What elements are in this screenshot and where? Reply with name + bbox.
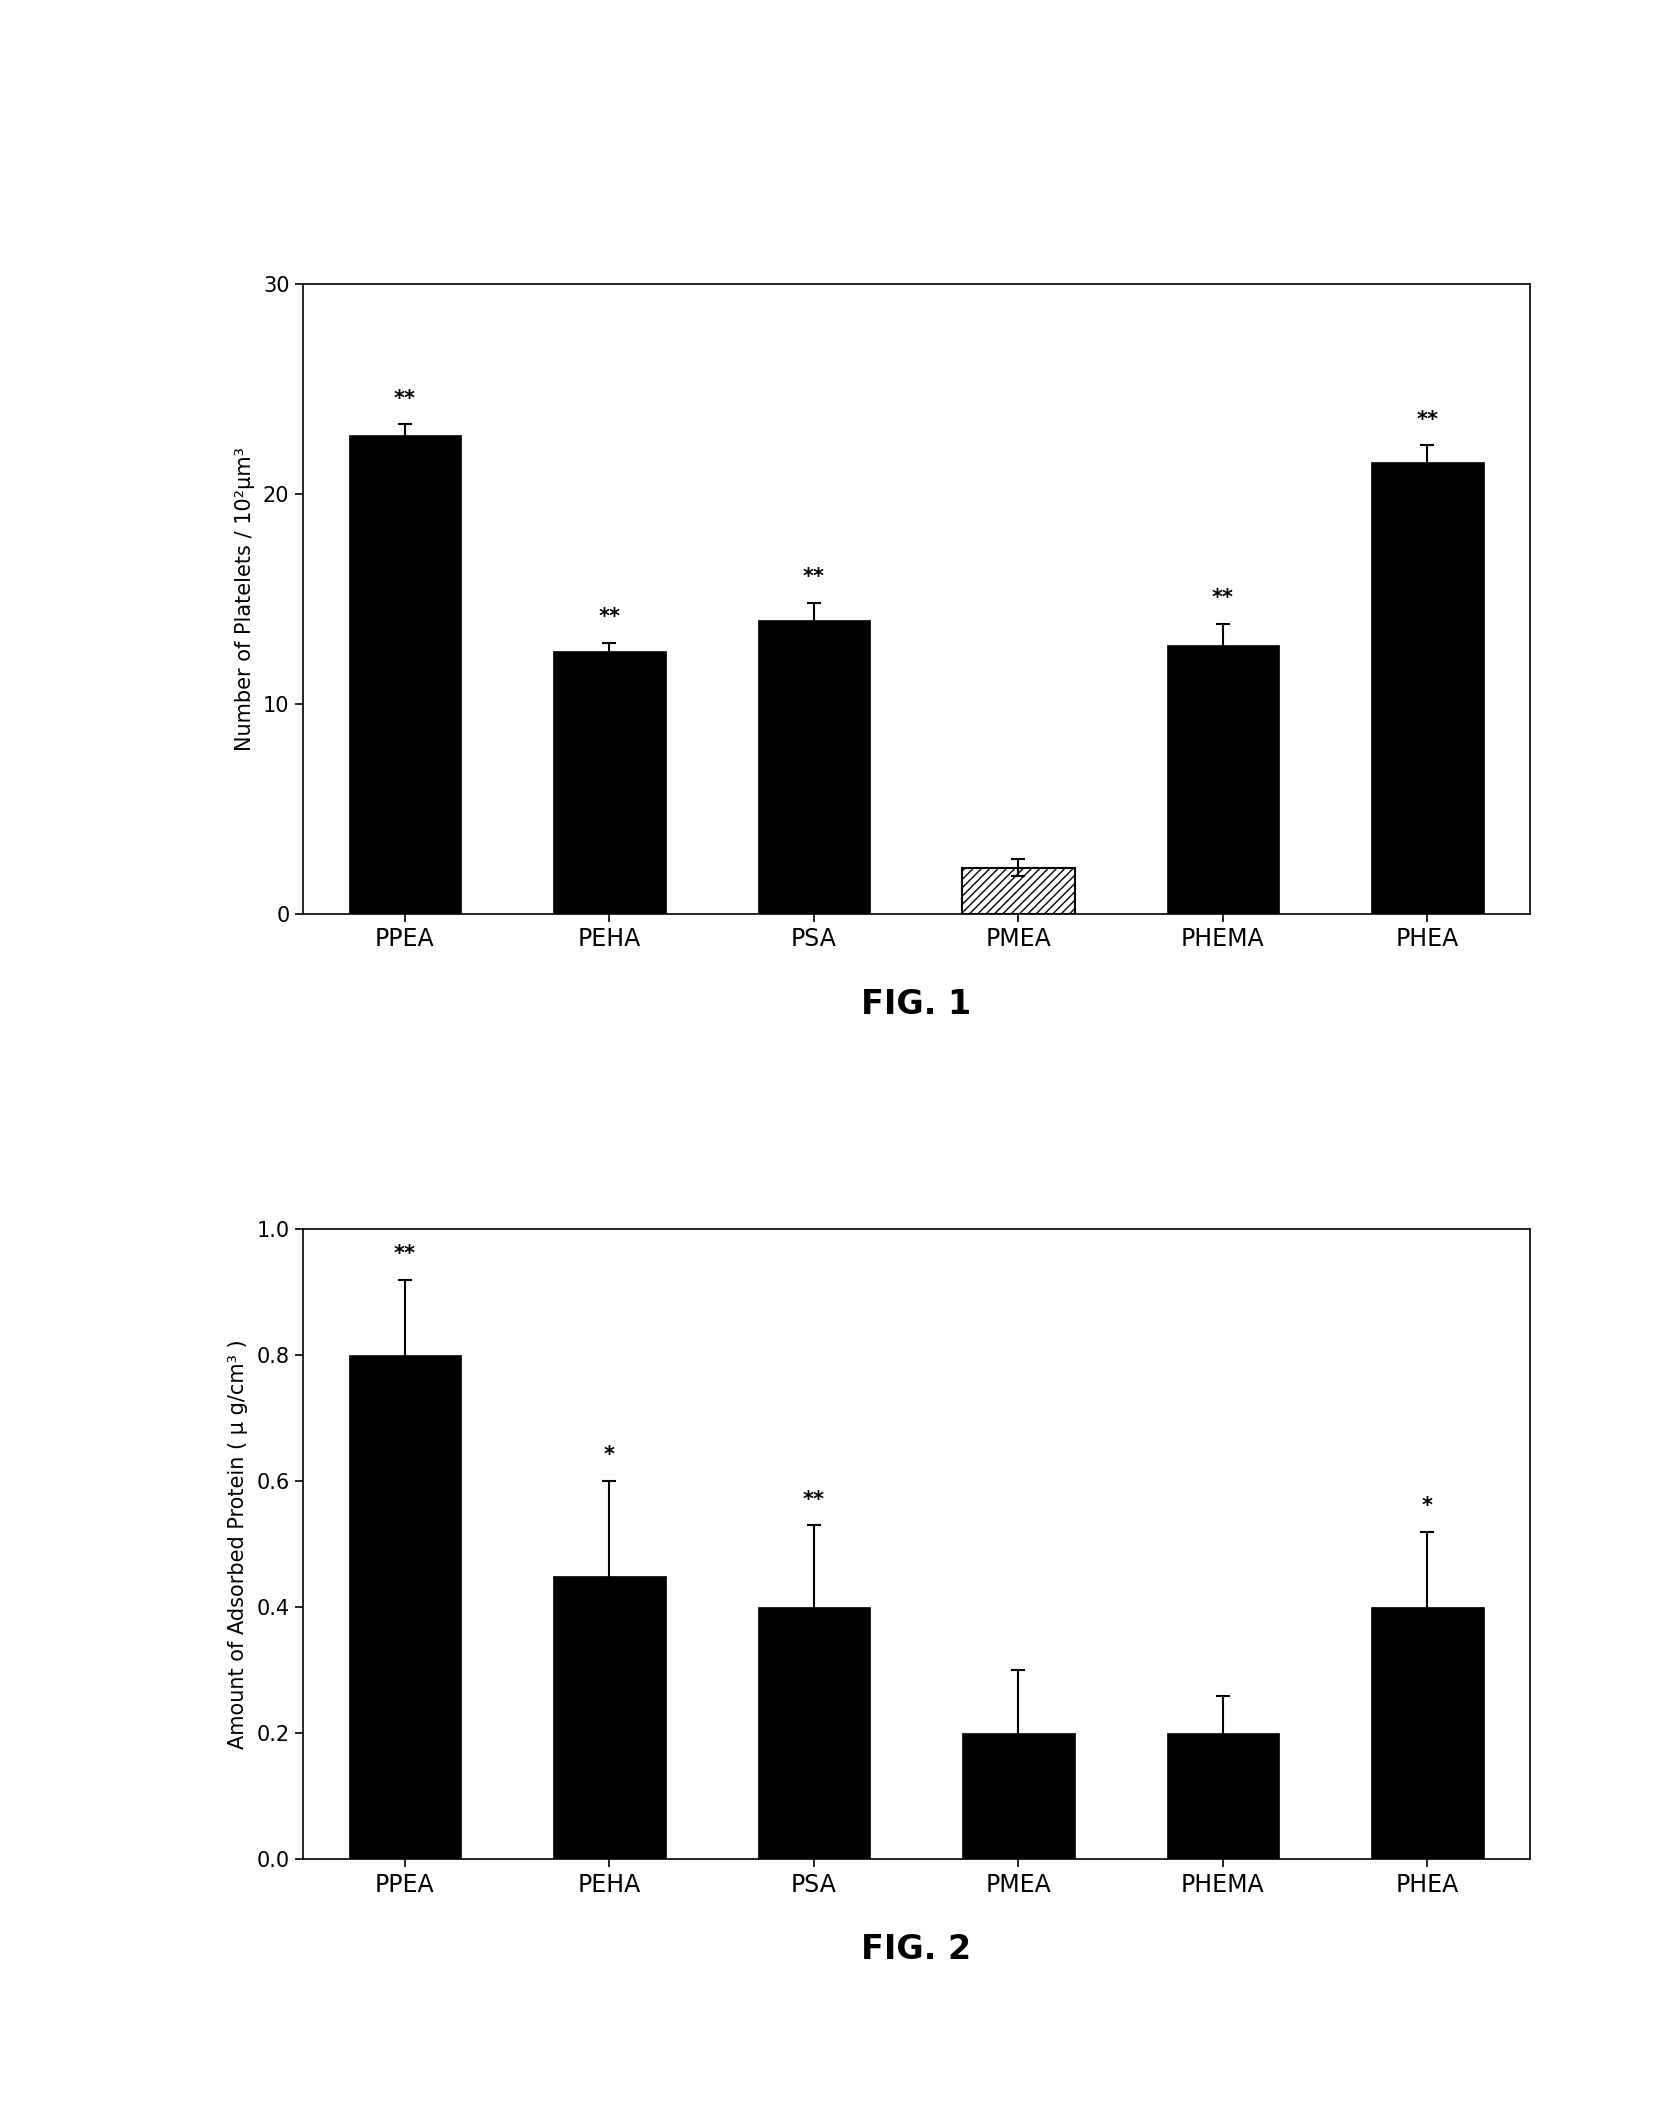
- Text: **: **: [803, 1490, 825, 1509]
- Text: **: **: [598, 607, 620, 626]
- Bar: [758, 620, 870, 914]
- Bar: [758, 1607, 870, 1859]
- Text: *: *: [603, 1445, 615, 1466]
- Text: FIG. 2: FIG. 2: [860, 1933, 971, 1967]
- Bar: [961, 868, 1074, 914]
- Bar: [553, 651, 665, 914]
- Bar: [553, 1576, 665, 1859]
- Text: **: **: [803, 567, 825, 588]
- Bar: [1371, 1607, 1483, 1859]
- Text: **: **: [1211, 588, 1233, 609]
- Text: **: **: [1416, 410, 1438, 431]
- Bar: [961, 1733, 1074, 1859]
- Text: FIG. 1: FIG. 1: [860, 987, 971, 1021]
- Bar: [348, 1355, 460, 1859]
- Y-axis label: Amount of Adsorbed Protein ( μ g/cm³ ): Amount of Adsorbed Protein ( μ g/cm³ ): [228, 1340, 247, 1748]
- Bar: [1166, 1733, 1278, 1859]
- Text: **: **: [393, 1244, 415, 1263]
- Bar: [348, 435, 460, 914]
- Text: *: *: [1421, 1496, 1431, 1517]
- Bar: [1166, 645, 1278, 914]
- Bar: [1371, 462, 1483, 914]
- Text: **: **: [393, 389, 415, 410]
- Y-axis label: Number of Platelets / 10²μm³: Number of Platelets / 10²μm³: [235, 448, 254, 750]
